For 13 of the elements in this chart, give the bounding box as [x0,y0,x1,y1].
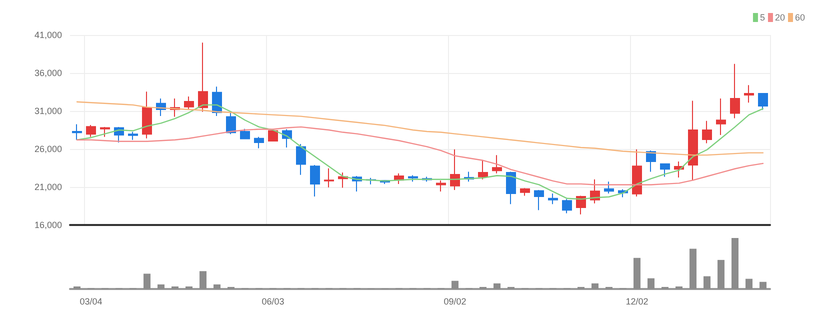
y-tick-label: 31,000 [34,106,62,116]
y-tick-label: 41,000 [34,30,62,40]
y-tick-label: 26,000 [34,144,62,154]
y-tick-label: 21,000 [34,182,62,192]
legend-label: 60 [794,12,806,22]
y-tick-label: 36,000 [34,68,62,78]
x-tick-label: 03/04 [80,296,102,306]
x-tick-label: 12/02 [626,296,648,306]
legend-label: 20 [774,12,785,22]
y-tick-label: 16,000 [34,220,62,230]
legend-label: 5 [760,12,765,22]
x-tick-label: 09/02 [444,296,466,306]
x-tick-label: 06/03 [262,296,284,306]
